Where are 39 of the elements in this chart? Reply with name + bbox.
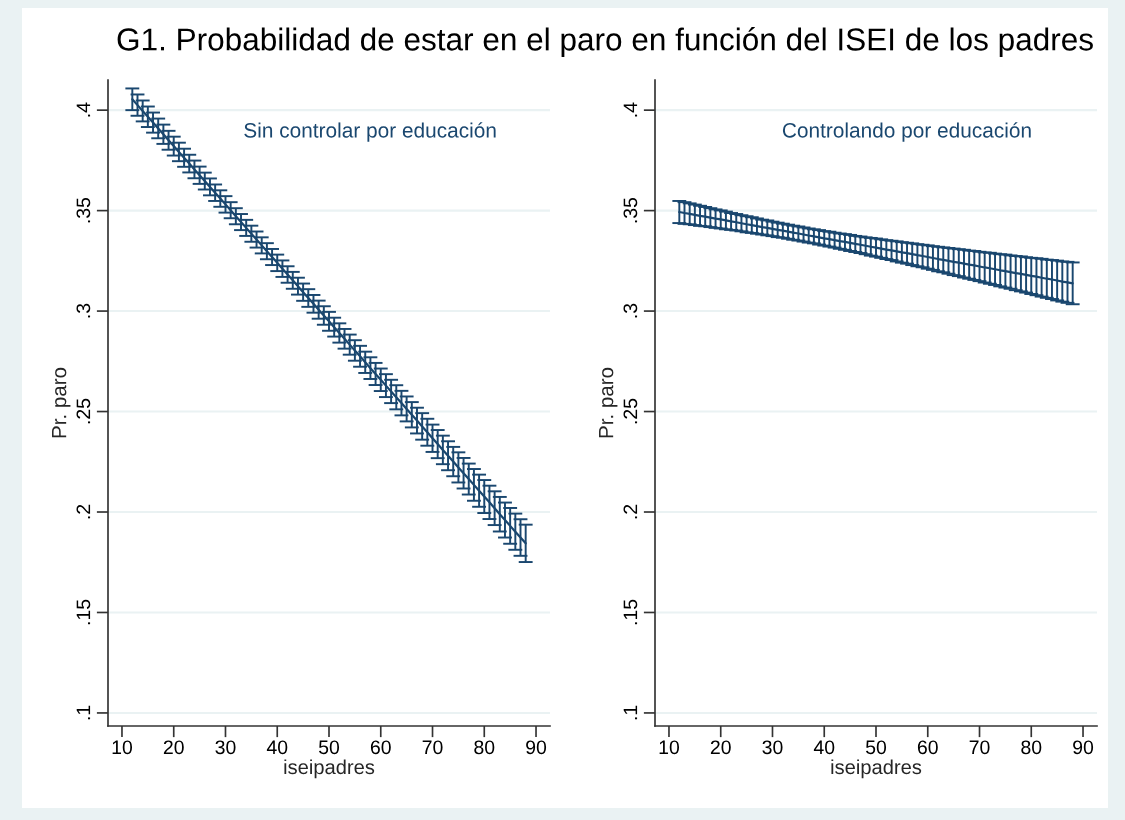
- x-tick-label: 40: [813, 740, 835, 755]
- x-tick-label: 20: [710, 740, 731, 755]
- y-tick-label: .35: [623, 197, 638, 223]
- x-tick-label: 50: [318, 740, 340, 755]
- y-tick-label: .15: [76, 599, 91, 625]
- x-tick-label: 60: [370, 740, 391, 755]
- y-tick-label: .3: [76, 303, 91, 318]
- x-tick-label: 20: [163, 740, 184, 755]
- x-tick-label: 80: [1021, 740, 1042, 755]
- x-tick-label: 30: [215, 740, 236, 755]
- text: Sin controlar por educación: [244, 122, 496, 142]
- y-tick-label: .25: [76, 398, 91, 424]
- y-axis-title: Pr. paro: [52, 367, 71, 438]
- y-tick-label: .35: [76, 197, 91, 223]
- y-tick-label: .4: [623, 102, 638, 117]
- x-tick-label: 30: [762, 740, 783, 755]
- y-tick-label: .2: [623, 504, 638, 519]
- x-tick-label: 90: [526, 740, 547, 755]
- x-tick-label: 10: [112, 740, 133, 755]
- y-tick-label: .3: [623, 303, 638, 318]
- x-tick-label: 40: [266, 740, 288, 755]
- y-tick-label: .25: [623, 398, 638, 424]
- x-tick-label: 80: [474, 740, 495, 755]
- x-tick-label: 90: [1073, 740, 1094, 755]
- y-tick-label: .1: [623, 705, 638, 720]
- y-tick-label: .15: [623, 599, 638, 625]
- y-tick-label: .4: [76, 102, 91, 117]
- y-tick-label: .1: [76, 705, 91, 720]
- x-tick-label: 60: [917, 740, 938, 755]
- y-axis-title: Pr. paro: [599, 367, 618, 438]
- x-axis-title: iseipadres: [831, 759, 922, 779]
- x-tick-label: 70: [422, 740, 443, 755]
- chart-title: G1. Probabilidad de estar en el paro en función del ISEI de los padres: [117, 27, 1093, 57]
- x-tick-label: 50: [865, 740, 887, 755]
- x-tick-label: 10: [659, 740, 680, 755]
- y-tick-label: .2: [76, 504, 91, 519]
- text: Controlando por educación: [782, 122, 1031, 142]
- x-axis-title: iseipadres: [284, 759, 375, 779]
- x-tick-label: 70: [969, 740, 990, 755]
